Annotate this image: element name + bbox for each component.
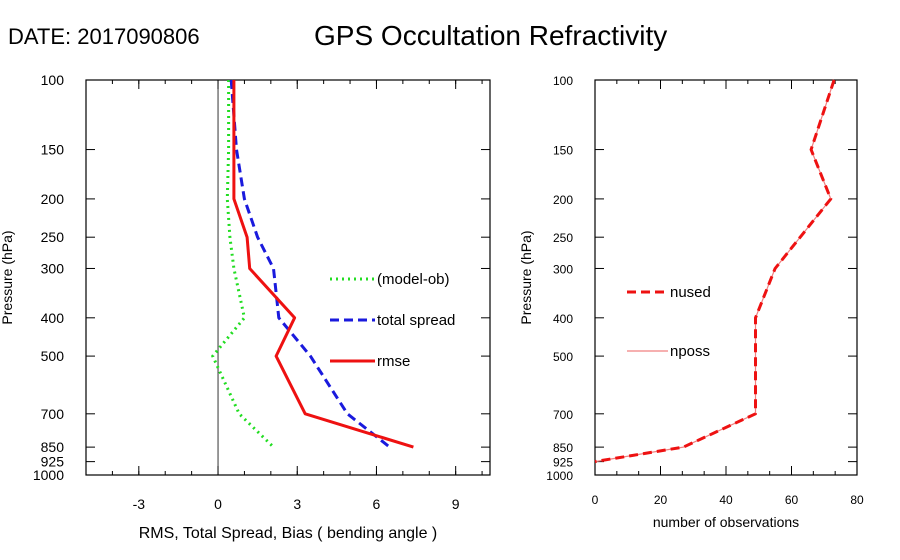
x-axis-title: RMS, Total Spread, Bias ( bending angle …	[139, 525, 438, 542]
y-tick-label: 700	[41, 406, 65, 422]
series-line-rmse	[232, 80, 414, 449]
y-tick-label: 150	[41, 142, 65, 158]
x-tick-label: 60	[785, 493, 799, 507]
legend-label: nposs	[670, 343, 710, 360]
y-tick-label: 1000	[33, 467, 64, 483]
chart-title: GPS Occultation Refractivity	[314, 20, 668, 51]
y-tick-label: 400	[41, 310, 65, 326]
series-line-nused	[594, 79, 836, 464]
y-tick-label: 250	[41, 229, 65, 245]
y-tick-label: 925	[553, 456, 573, 470]
y-tick-label: 500	[553, 350, 573, 364]
y-tick-label: 850	[553, 441, 573, 455]
plot-panel-1: -3 0 3 6 9 100 150 200 250 300 400 500 700 8509251000…	[0, 72, 491, 542]
plot-frame	[85, 79, 491, 476]
y-tick-label: 400	[553, 312, 573, 326]
y-tick-label: 200	[41, 191, 65, 207]
legend-label: (model-ob)	[377, 271, 450, 288]
x-tick-label: 80	[850, 493, 864, 507]
x-tick-label: 6	[373, 496, 381, 512]
x-tick-label: 3	[293, 496, 301, 512]
x-tick-label: 40	[719, 493, 733, 507]
legend-label: nused	[670, 284, 711, 301]
legend-label: rmse	[377, 353, 410, 370]
y-tick-label: 700	[553, 408, 573, 422]
x-tick-label: 0	[592, 493, 599, 507]
x-tick-label: 9	[452, 496, 460, 512]
x-tick-label: 0	[214, 496, 222, 512]
y-tick-label: 250	[553, 231, 573, 245]
series-line-nposs	[594, 79, 835, 463]
y-axis-title: Pressure (hPa)	[0, 230, 15, 324]
y-tick-label: 300	[41, 260, 65, 276]
y-tick-label: 100	[41, 72, 65, 88]
y-tick-label: 1000	[546, 469, 573, 483]
legend-label: total spread	[377, 312, 455, 329]
y-tick-label: 925	[41, 454, 65, 470]
x-tick-label: 20	[654, 493, 668, 507]
y-axis-title: Pressure (hPa)	[518, 230, 534, 324]
y-tick-label: 300	[553, 262, 573, 276]
x-axis-title: number of observations	[653, 514, 799, 530]
y-tick-label: 150	[553, 144, 573, 158]
plot-panel-2: 0 20 40 60 80 100 150 200 250 300 400 500 700 8509251…	[518, 74, 864, 530]
x-tick-label: -3	[133, 496, 146, 512]
plot-frame	[594, 79, 858, 476]
y-tick-label: 200	[553, 193, 573, 207]
series-line-totalspread	[229, 79, 391, 449]
y-tick-label: 850	[41, 439, 65, 455]
date-label: DATE: 2017090806	[8, 24, 200, 49]
series-line-modelob	[211, 80, 275, 449]
y-tick-label: 500	[41, 348, 65, 364]
y-tick-label: 100	[553, 74, 573, 88]
